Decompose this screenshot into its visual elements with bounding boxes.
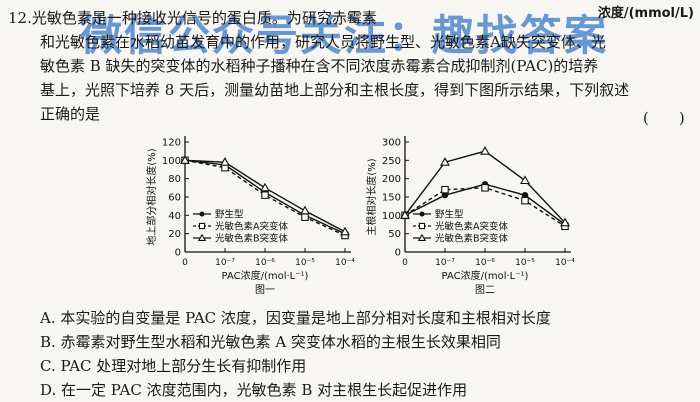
question-number: 12. bbox=[8, 9, 32, 27]
x-tick-label: 10⁻⁵ bbox=[515, 258, 535, 268]
y-tick-label: 250 bbox=[382, 156, 401, 167]
y-tick-label: 50 bbox=[388, 229, 401, 240]
legend-label-1: 野生型 bbox=[435, 209, 464, 221]
answer-parentheses: ( ) bbox=[643, 109, 685, 127]
option-d[interactable]: D. 在一定 PAC 浓度范围内，光敏色素 B 对主根生长起促进作用 bbox=[40, 381, 468, 399]
series-3-point bbox=[300, 205, 310, 215]
x-tick-label: 10⁻⁶ bbox=[255, 258, 275, 268]
x-tick-label: 10⁻⁴ bbox=[555, 258, 575, 268]
y-tick-label: 40 bbox=[168, 211, 181, 222]
option-a[interactable]: A. 本实验的自变量是 PAC 浓度，因变量是地上部分相对长度和主根相对长度 bbox=[40, 309, 551, 327]
watermark: 微信公众号关注：趣找答案 bbox=[80, 11, 609, 60]
x-tick-label: 0 bbox=[182, 258, 188, 268]
y-tick-label: 0 bbox=[395, 248, 401, 259]
x-tick-label: 10⁻⁴ bbox=[335, 258, 355, 268]
series-2-point bbox=[481, 184, 489, 192]
y-tick-label: 60 bbox=[168, 193, 181, 204]
series-3-point bbox=[180, 155, 190, 164]
x-tick-label: 10⁻⁵ bbox=[295, 258, 315, 268]
x-tick-label: 10⁻⁶ bbox=[475, 258, 495, 268]
option-b[interactable]: B. 赤霉素对野生型水稻和光敏色素 A 突变体水稻的主根生长效果相同 bbox=[40, 333, 501, 351]
series-3-point bbox=[220, 157, 230, 166]
y-tick-label: 150 bbox=[382, 193, 401, 204]
series-2-point bbox=[521, 196, 529, 205]
chart-figure-2: 0 50 100 150 200 250 300 0 10⁻⁷ 10⁻⁶ 10⁻⁵ 10⁻⁴ PAC浓度… bbox=[365, 136, 575, 296]
y-tick-label: 100 bbox=[162, 156, 181, 167]
question-line-3: 敏色素 B 缺失的突变体的水稻种子播种在含不同浓度赤霉素合成抑制剂(PAC)的培… bbox=[40, 57, 599, 75]
y-tick-label: 200 bbox=[382, 174, 401, 185]
y-tick-label: 100 bbox=[382, 211, 401, 222]
legend-label-3: 光敏色素B突变体 bbox=[435, 233, 509, 245]
legend-marker-1 bbox=[419, 211, 425, 217]
x-axis-label: PAC浓度/(mol·L⁻¹) bbox=[442, 269, 529, 282]
y-tick-label: 20 bbox=[168, 229, 181, 240]
x-tick-label: 10⁻⁷ bbox=[215, 258, 235, 268]
x-axis-label: PAC浓度/(mol·L⁻¹) bbox=[222, 269, 309, 282]
series-3-point bbox=[480, 146, 490, 155]
series-3-point bbox=[340, 226, 350, 236]
legend-marker-3 bbox=[417, 233, 427, 241]
series-3-point bbox=[440, 157, 450, 166]
legend-marker-3 bbox=[197, 233, 207, 241]
x-tick-label: 0 bbox=[402, 258, 408, 268]
legend-label-2: 光敏色素A突变体 bbox=[435, 221, 508, 233]
legend-marker-2 bbox=[418, 222, 426, 230]
legend-marker-2 bbox=[198, 222, 206, 230]
y-axis-label: 主根相对长度(%) bbox=[365, 158, 378, 235]
question-line-1: 12.光敏色素是一种接收光信号的蛋白质。为研究赤霉素 bbox=[8, 6, 377, 30]
series-3-point bbox=[400, 210, 410, 219]
legend-label-2: 光敏色素A突变体 bbox=[215, 221, 288, 233]
question-line-5: 正确的是 bbox=[40, 105, 101, 123]
series-3-point bbox=[520, 175, 530, 185]
y-tick-label: 120 bbox=[162, 138, 181, 149]
question-line-2: 和光敏色素在水稻幼苗发育中的作用，研究人员将野生型、光敏色素A缺失突变体、光 bbox=[40, 33, 606, 51]
chart-figure-1: 0 20 40 60 80 100 120 0 10⁻⁷ 10⁻⁶ 10⁻⁵ 10⁻⁴ PAC浓度/(m… bbox=[145, 136, 355, 296]
y-tick-label: 80 bbox=[168, 174, 181, 185]
option-c[interactable]: C. PAC 处理对地上部分生长有抑制作用 bbox=[40, 357, 307, 375]
question-text-1: 光敏色素是一种接收光信号的蛋白质。为研究赤霉素 bbox=[31, 9, 377, 27]
question-line-4: 基上，光照下培养 8 天后，测量幼苗地上部分和主根长度，得到下图所示结果，下列叙… bbox=[40, 81, 630, 99]
legend-marker-1 bbox=[199, 211, 205, 217]
x-tick-label: 10⁻⁷ bbox=[435, 258, 455, 268]
legend-label-1: 野生型 bbox=[215, 209, 244, 221]
y-axis-label: 地上部分相对长度(%) bbox=[145, 148, 158, 245]
series-3-point bbox=[260, 182, 270, 192]
series-2-point bbox=[441, 185, 449, 194]
series-1-point bbox=[441, 191, 449, 199]
series-2-point bbox=[261, 191, 269, 199]
figure-caption: 图一 bbox=[255, 284, 275, 296]
series-1-point bbox=[521, 191, 529, 199]
series-line-2 bbox=[184, 159, 346, 237]
series-2-point bbox=[301, 213, 309, 221]
y-tick-label: 300 bbox=[382, 138, 401, 149]
top-right-unit: 浓度/(mmol/L) bbox=[597, 6, 694, 21]
y-tick-label: 0 bbox=[175, 248, 181, 259]
figure-caption: 图二 bbox=[475, 284, 495, 296]
legend-label-3: 光敏色素B突变体 bbox=[215, 233, 289, 245]
series-3-point bbox=[560, 217, 570, 227]
